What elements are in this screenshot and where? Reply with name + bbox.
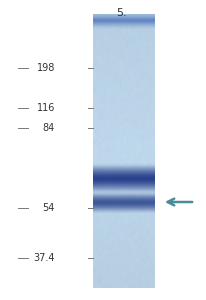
- Text: 116: 116: [37, 103, 55, 113]
- Text: 54: 54: [43, 203, 55, 213]
- Text: 84: 84: [43, 123, 55, 133]
- Text: 37.4: 37.4: [34, 253, 55, 263]
- Text: 5.: 5.: [117, 8, 127, 18]
- Text: 198: 198: [37, 63, 55, 73]
